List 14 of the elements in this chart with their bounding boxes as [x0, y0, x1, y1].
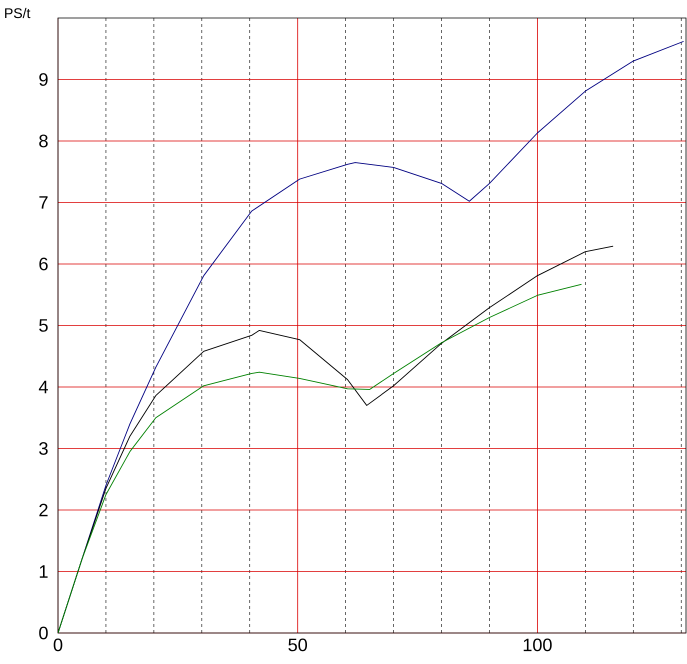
y-tick-label: 4 [38, 380, 48, 394]
y-tick-label: 6 [39, 258, 48, 270]
y-tick-label: 7 [39, 196, 48, 209]
y-axis-title: PS/t [5, 8, 30, 18]
x-tick-label: 100 [524, 638, 552, 652]
x-tick-label: 0 [54, 638, 62, 652]
y-tick-label: 0 [39, 626, 48, 640]
x-tick-label: 50 [288, 638, 308, 652]
y-tick-label: 3 [39, 442, 48, 455]
y-tick-label: 8 [39, 134, 48, 148]
y-tick-label: 9 [39, 73, 48, 86]
y-tick-label: 2 [39, 504, 48, 516]
y-tick-label: 1 [40, 565, 48, 578]
y-tick-label: 5 [39, 319, 48, 332]
